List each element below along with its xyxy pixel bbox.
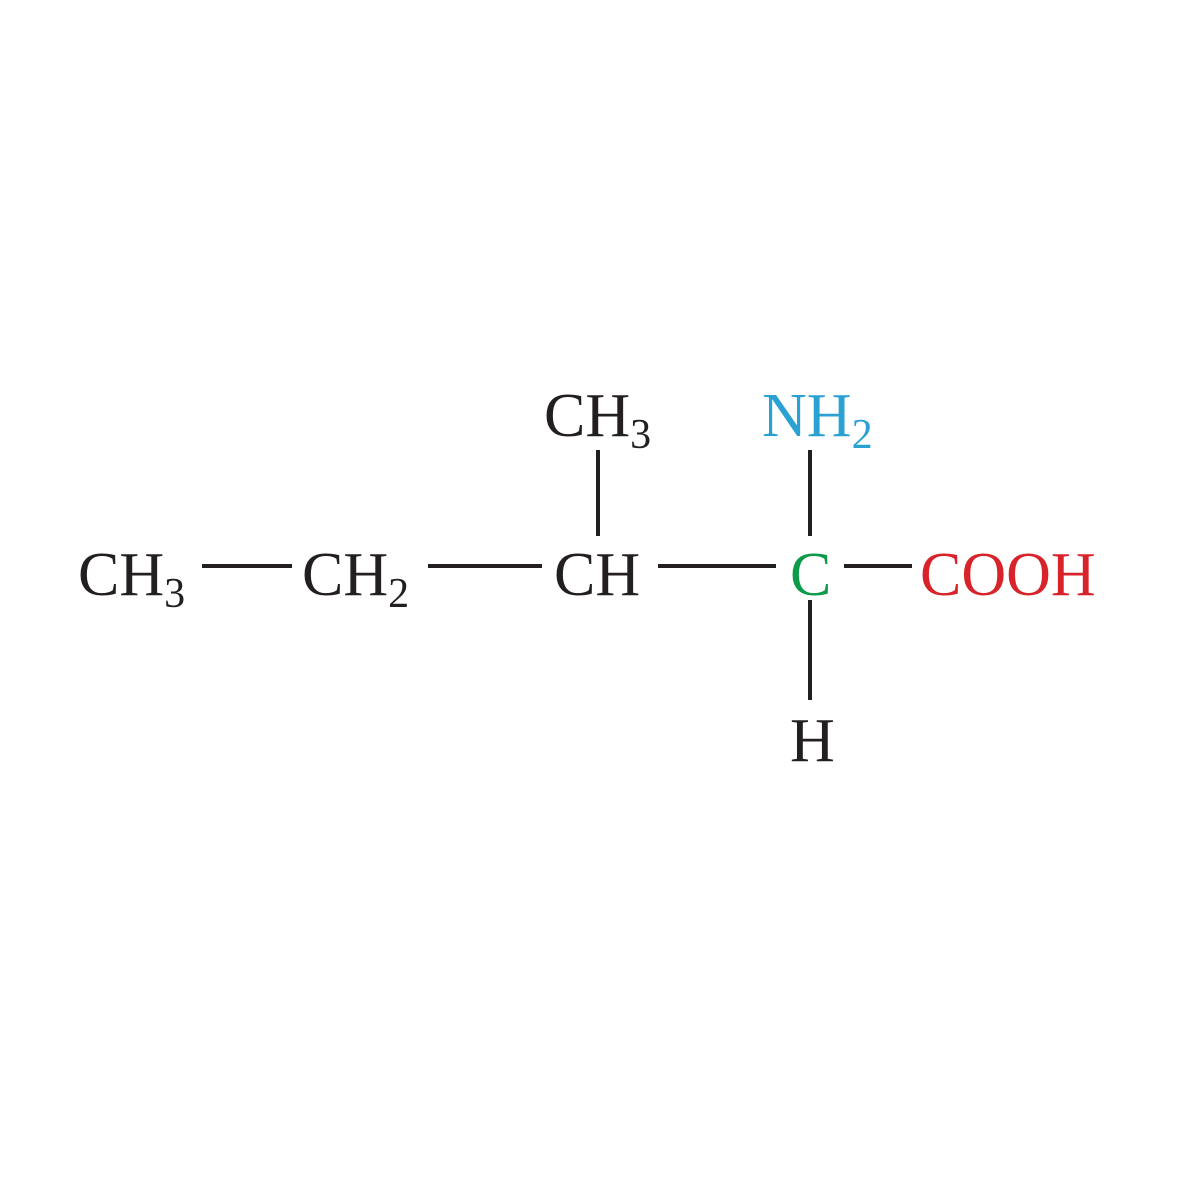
atom-ch3-left: CH3 xyxy=(78,544,185,607)
chemical-structure-diagram: CH3 CH2 CH CH3 C NH2 COOH H xyxy=(0,0,1200,1200)
atom-ch3-top: CH3 xyxy=(544,385,651,448)
atom-ch2: CH2 xyxy=(302,544,409,607)
atom-alpha-c: C xyxy=(790,544,831,606)
atom-cooh: COOH xyxy=(920,544,1096,606)
atom-h-bottom: H xyxy=(790,710,835,772)
atom-ch: CH xyxy=(554,544,640,606)
atom-nh2: NH2 xyxy=(762,385,873,448)
